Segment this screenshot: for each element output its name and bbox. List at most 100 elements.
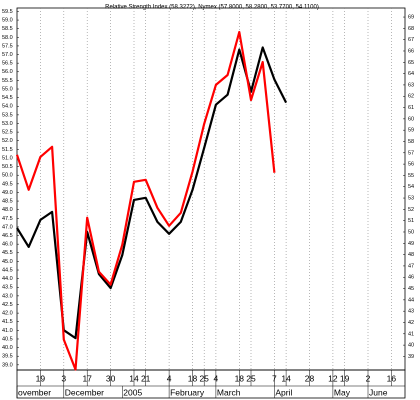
- y-tick-label: 45.5: [2, 250, 13, 256]
- y2-tick-label: 48: [408, 252, 414, 258]
- x-tick-label: 14: [281, 373, 291, 383]
- month-label: June: [369, 387, 388, 397]
- y2-tick-label: 63: [408, 82, 414, 88]
- y2-tick-label: 52: [408, 207, 414, 213]
- y-tick-label: 58.0: [2, 35, 13, 41]
- x-tick-label: 16: [387, 373, 397, 383]
- y-tick-label: 56.0: [2, 69, 13, 75]
- y-tick-label: 59.0: [2, 18, 13, 24]
- y2-tick-label: 54: [408, 184, 414, 190]
- y2-tick-label: 39: [408, 354, 414, 360]
- y-tick-label: 48.0: [2, 207, 13, 213]
- y-tick-label: 46.0: [2, 242, 13, 248]
- chart-title: Relative Strength Index (58.3272), Nymex…: [105, 5, 319, 11]
- x-tick-label: 18: [188, 373, 198, 383]
- y-tick-label: 46.5: [2, 233, 13, 239]
- y2-tick-label: 68: [408, 26, 414, 32]
- y-tick-label: 53.0: [2, 121, 13, 127]
- month-label: December: [65, 387, 104, 397]
- y-tick-label: 42.0: [2, 311, 13, 317]
- y-tick-label: 44.0: [2, 276, 13, 282]
- y-tick-label: 59.5: [2, 9, 13, 15]
- x-tick-label: 19: [36, 373, 46, 383]
- y-tick-label: 48.5: [2, 199, 13, 205]
- y2-tick-label: 58: [408, 139, 414, 145]
- y-tick-label: 56.5: [2, 61, 13, 67]
- y-tick-label: 53.5: [2, 112, 13, 118]
- x-tick-label: 4: [214, 373, 219, 383]
- y-tick-label: 41.5: [2, 319, 13, 325]
- x-tick-label: 7: [272, 373, 277, 383]
- y2-tick-label: 61: [408, 105, 414, 111]
- y-tick-label: 49.0: [2, 190, 13, 196]
- y-tick-label: 47.5: [2, 216, 13, 222]
- y-tick-label: 39.0: [2, 362, 13, 368]
- y2-tick-label: 53: [408, 196, 414, 202]
- y-tick-label: 58.5: [2, 26, 13, 32]
- y2-tick-label: 40: [408, 343, 414, 349]
- y2-tick-label: 64: [408, 71, 414, 77]
- y-tick-label: 39.5: [2, 354, 13, 360]
- x-tick-label: 25: [199, 373, 209, 383]
- y-tick-label: 43.5: [2, 285, 13, 291]
- y-tick-label: 51.5: [2, 147, 13, 153]
- y2-tick-label: 41: [408, 331, 414, 337]
- y2-tick-label: 60: [408, 116, 414, 122]
- y-tick-label: 52.0: [2, 138, 13, 144]
- y-tick-label: 51.0: [2, 155, 13, 161]
- y2-tick-label: 49: [408, 241, 414, 247]
- y2-tick-label: 47: [408, 263, 414, 269]
- y2-tick-label: 51: [408, 218, 414, 224]
- x-tick-label: 2: [366, 373, 371, 383]
- y2-tick-label: 46: [408, 275, 414, 281]
- x-axis-frame: [16, 369, 406, 399]
- y-tick-label: 45.0: [2, 259, 13, 265]
- y2-tick-label: 50: [408, 229, 414, 235]
- x-tick-label: 25: [246, 373, 256, 383]
- y2-tick-label: 56: [408, 162, 414, 168]
- x-tick-label: 19: [340, 373, 350, 383]
- y2-tick-label: 42: [408, 320, 414, 326]
- month-label: February: [170, 387, 205, 397]
- x-tick-label: 28: [305, 373, 315, 383]
- y-tick-label: 54.5: [2, 95, 13, 101]
- y2-tick-label: 55: [408, 173, 414, 179]
- x-tick-label: 14: [129, 373, 139, 383]
- x-tick-label: 18: [235, 373, 245, 383]
- y2-tick-label: 69: [408, 15, 414, 21]
- y-tick-label: 40.5: [2, 336, 13, 342]
- y-tick-label: 41.0: [2, 328, 13, 334]
- y2-tick-label: 43: [408, 309, 414, 315]
- x-tick-label: 17: [82, 373, 92, 383]
- month-label: May: [334, 387, 351, 397]
- y2-tick-label: 62: [408, 94, 414, 100]
- y2-tick-label: 67: [408, 37, 414, 43]
- y2-tick-label: 59: [408, 128, 414, 134]
- y-tick-label: 55.0: [2, 86, 13, 92]
- y2-tick-label: 65: [408, 60, 414, 66]
- x-tick-label: 30: [106, 373, 116, 383]
- y2-tick-label: 44: [408, 297, 414, 303]
- y-tick-label: 43.0: [2, 293, 13, 299]
- month-label: ovember: [18, 387, 51, 397]
- month-label: April: [275, 387, 292, 397]
- y-tick-label: 52.5: [2, 130, 13, 136]
- month-label: March: [217, 387, 241, 397]
- y-tick-label: 54.0: [2, 104, 13, 110]
- x-tick-label: 21: [141, 373, 151, 383]
- y2-tick-label: 66: [408, 48, 414, 54]
- y-tick-label: 57.5: [2, 43, 13, 49]
- y-tick-label: 40.0: [2, 345, 13, 351]
- x-tick-label: 4: [167, 373, 172, 383]
- y2-tick-label: 45: [408, 286, 414, 292]
- y-tick-label: 57.0: [2, 52, 13, 58]
- y-tick-label: 47.0: [2, 224, 13, 230]
- y-tick-label: 50.0: [2, 173, 13, 179]
- y-tick-label: 42.5: [2, 302, 13, 308]
- x-tick-label: 12: [328, 373, 338, 383]
- y-tick-label: 44.5: [2, 267, 13, 273]
- month-label: 2005: [123, 387, 142, 397]
- y-tick-label: 55.5: [2, 78, 13, 84]
- y2-tick-label: 57: [408, 150, 414, 156]
